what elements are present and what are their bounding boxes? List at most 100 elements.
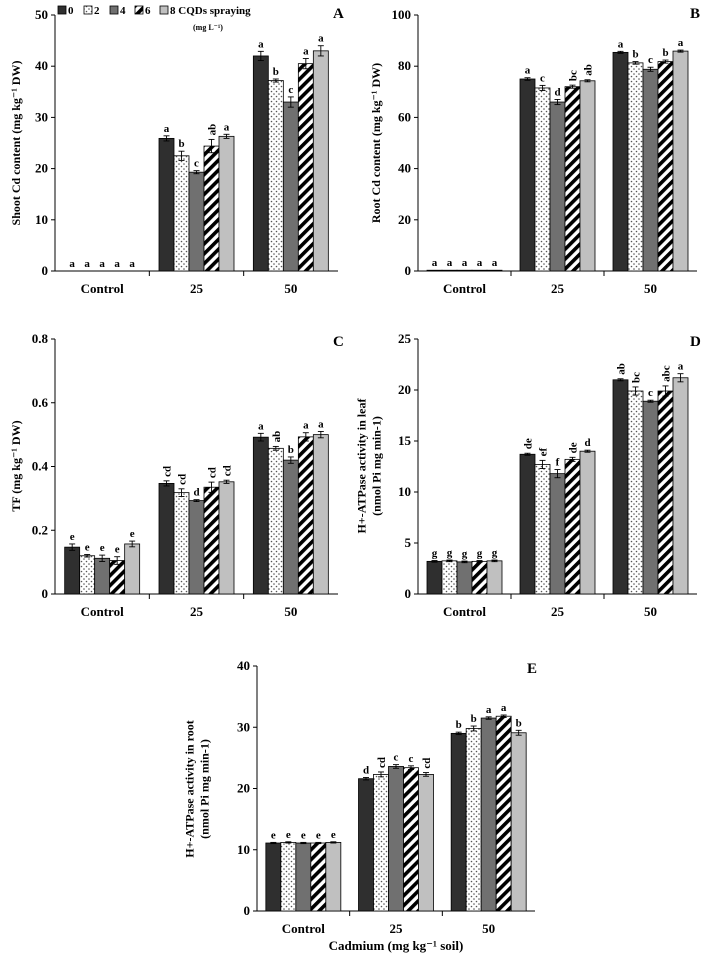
bar-a-2-4 — [312, 50, 329, 272]
legend-swatch-2 — [83, 5, 93, 15]
bar-a-1-3 — [203, 145, 220, 272]
y-tick-label: 0.6 — [32, 395, 49, 410]
y-tick-label: 30 — [35, 109, 48, 124]
bar-c-1-3 — [203, 486, 220, 595]
significance-letter: e — [70, 531, 75, 543]
x-category-label: 25 — [551, 281, 565, 296]
bar-e-1-1 — [373, 774, 389, 912]
bar-a-2-3 — [297, 63, 314, 272]
significance-letter: ef — [538, 447, 550, 456]
significance-letter: g — [432, 548, 438, 560]
significance-letter: cd — [162, 466, 174, 477]
bar-b-1-4 — [579, 80, 596, 272]
bar-b-0-4 — [486, 269, 503, 272]
significance-letter: cd — [177, 474, 189, 485]
significance-letter: bc — [568, 70, 580, 81]
panel-label-a: A — [333, 6, 344, 22]
significance-letter: b — [456, 719, 462, 731]
significance-letter: a — [303, 46, 309, 58]
panel-label-b: B — [690, 6, 700, 22]
significance-letter: b — [662, 47, 668, 59]
significance-letter: b — [471, 713, 477, 725]
x-category-label: Control — [81, 604, 124, 619]
x-category-label: 50 — [284, 604, 297, 619]
legend-unit: (mg L⁻¹) — [193, 23, 223, 32]
legend-swatch-6 — [134, 5, 144, 15]
significance-letter: d — [554, 86, 560, 98]
y-tick-label: 30 — [237, 719, 250, 734]
y-tick-label: 40 — [35, 58, 48, 73]
bar-a-1-4 — [218, 135, 235, 272]
bar-c-2-3 — [297, 436, 314, 595]
bar-e-1-3 — [403, 767, 419, 912]
bar-e-0-1 — [280, 842, 297, 912]
significance-letter: ab — [616, 363, 628, 375]
y-axis-label: Root Cd content (mg kg⁻¹ DW) — [369, 63, 383, 223]
significance-letter: g — [447, 547, 453, 559]
y-axis-label: Shoot Cd content (mg kg⁻¹ DW) — [9, 61, 23, 226]
chart-panel-d: 0 5 10 15 20 25 H+-ATPase activity in leaf (nmo… — [355, 331, 697, 619]
y-axis-label: TF (mg kg⁻¹ DW) — [9, 420, 23, 511]
x-category-label: 50 — [644, 281, 657, 296]
significance-letter: d — [363, 764, 369, 776]
legend-label-2: 2 — [94, 5, 100, 17]
y-tick-label: 0 — [405, 586, 412, 601]
significance-letter: cd — [421, 758, 433, 769]
bar-c-0-1 — [79, 555, 96, 595]
legend: 0 2 4 6 8 CQDs spraying (mg L⁻¹) — [57, 5, 251, 32]
bar-c-1-1 — [173, 492, 190, 595]
y-tick-label: 5 — [405, 535, 412, 550]
significance-letter: g — [477, 548, 483, 560]
chart-panel-b: 0 20 40 60 80 100 Root Cd content (mg kg⁻¹ DW)… — [369, 7, 697, 296]
significance-letter: a — [678, 361, 684, 373]
significance-letter: b — [632, 49, 638, 61]
bar-d-1-3 — [564, 458, 581, 595]
significance-letter: a — [477, 257, 483, 269]
bar-c-2-2 — [282, 459, 299, 595]
bar-d-0-2 — [456, 561, 473, 595]
bar-b-2-0 — [612, 51, 629, 272]
bar-d-0-0 — [426, 560, 443, 595]
bar-c-0-2 — [94, 557, 111, 595]
significance-letter: e — [115, 544, 120, 556]
y-tick-label: 60 — [398, 109, 411, 124]
bar-d-2-2 — [642, 400, 659, 595]
significance-letter: e — [301, 829, 306, 841]
significance-letter: a — [84, 258, 90, 270]
chart-panel-e: 0 10 20 30 40 H+-ATPase activity in root (nmol… — [183, 658, 535, 936]
significance-letter: b — [273, 66, 279, 78]
significance-letter: a — [224, 121, 230, 133]
bar-b-1-2 — [549, 101, 566, 272]
bar-e-2-3 — [495, 715, 512, 912]
x-category-label: Control — [81, 281, 124, 296]
significance-letter: a — [678, 37, 684, 49]
bar-d-1-1 — [534, 464, 551, 595]
bar-b-0-3 — [471, 269, 488, 272]
bar-c-0-0 — [64, 546, 81, 595]
significance-letter: a — [618, 38, 624, 50]
bar-d-2-4 — [672, 377, 689, 595]
significance-letter: c — [394, 752, 399, 764]
bar-e-0-2 — [295, 842, 312, 912]
significance-letter: a — [99, 258, 105, 270]
bar-c-2-4 — [312, 434, 329, 595]
bar-c-1-4 — [218, 481, 235, 595]
significance-letter: f — [556, 457, 560, 469]
significance-letter: ab — [271, 431, 283, 443]
x-category-label: Control — [443, 604, 486, 619]
bar-a-2-2 — [282, 101, 299, 272]
bar-e-2-4 — [510, 732, 527, 912]
significance-letter: e — [316, 829, 321, 841]
y-axis-label: H+-ATPase activity in root — [183, 720, 197, 857]
significance-letter: g — [492, 547, 498, 559]
significance-letter: de — [568, 442, 580, 453]
significance-letter: cd — [376, 757, 388, 768]
y-tick-label: 20 — [35, 161, 48, 176]
bar-b-0-0 — [426, 269, 443, 272]
bar-b-0-1 — [441, 269, 458, 272]
significance-letter: a — [69, 258, 75, 270]
x-axis-title: Cadmium (mg kg⁻¹ soil) — [329, 938, 464, 953]
y-tick-label: 0.8 — [32, 331, 49, 346]
panel-label-c: C — [333, 334, 344, 350]
